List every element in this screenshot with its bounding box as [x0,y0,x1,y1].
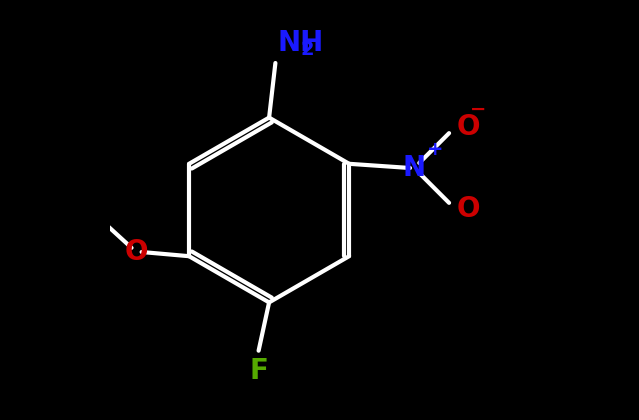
Text: −: − [470,100,486,119]
Text: +: + [427,140,443,159]
Text: O: O [456,113,480,141]
Text: N: N [403,154,426,182]
Text: 2: 2 [300,40,314,59]
Text: F: F [249,357,268,385]
Text: O: O [456,195,480,223]
Text: NH: NH [277,29,324,57]
Text: O: O [125,238,148,266]
